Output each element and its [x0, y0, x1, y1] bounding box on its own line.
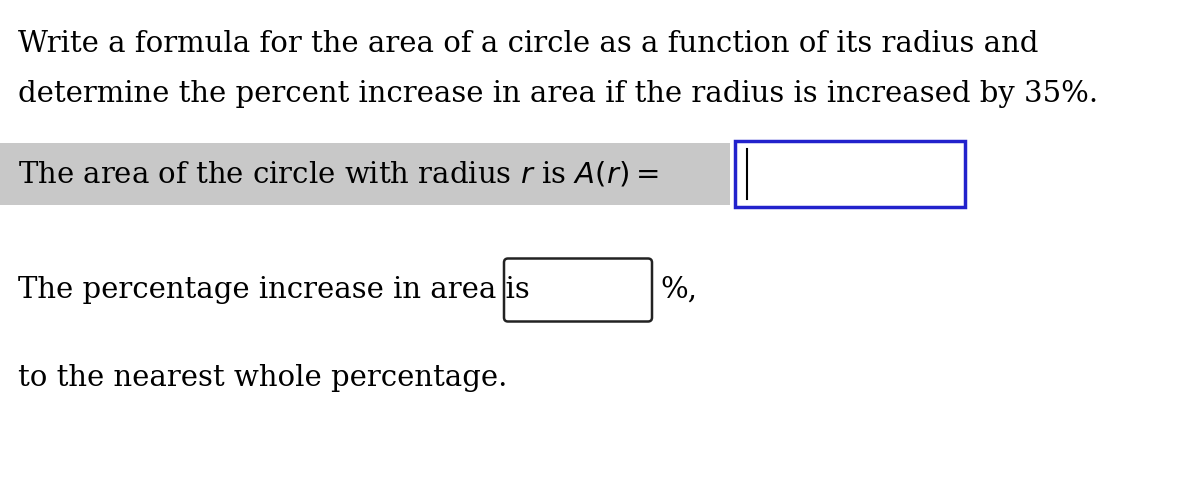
FancyBboxPatch shape	[504, 258, 652, 322]
Text: to the nearest whole percentage.: to the nearest whole percentage.	[18, 364, 508, 392]
Text: The area of the circle with radius $r$ is $A(r) =$: The area of the circle with radius $r$ i…	[18, 159, 659, 189]
Text: The percentage increase in area is: The percentage increase in area is	[18, 276, 529, 304]
Bar	[0, 143, 730, 205]
Text: Write a formula for the area of a circle as a function of its radius and: Write a formula for the area of a circle…	[18, 30, 1038, 58]
Text: determine the percent increase in area if the radius is increased by 35%.: determine the percent increase in area i…	[18, 80, 1098, 108]
Text: %,: %,	[660, 276, 697, 304]
Bar	[734, 141, 965, 207]
